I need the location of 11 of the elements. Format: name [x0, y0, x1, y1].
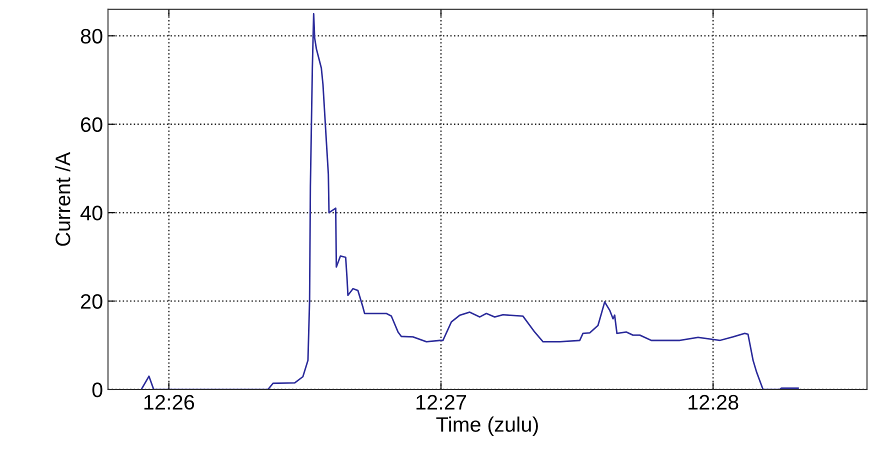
y-tick-label: 0	[92, 382, 102, 398]
x-tick-label: 12:28	[688, 394, 738, 410]
line-series	[140, 12, 799, 390]
x-tick-label: 12:27	[416, 394, 466, 410]
x-axis-title: Time (zulu)	[436, 416, 538, 436]
y-tick-label: 80	[80, 28, 102, 44]
x-tick-label: 12:26	[144, 394, 194, 410]
y-tick-label: 20	[81, 294, 102, 309]
y-tick-label: 40	[80, 206, 102, 220]
y-axis-title: Current /A	[54, 152, 70, 246]
y-tick-label: 60	[81, 117, 102, 132]
